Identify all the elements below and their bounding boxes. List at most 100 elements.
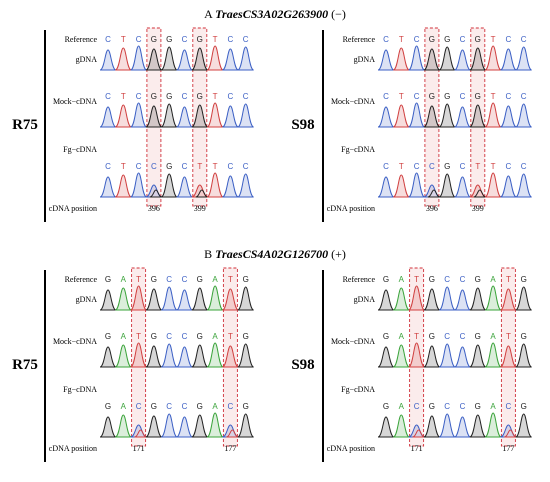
base-call: G bbox=[475, 402, 481, 411]
highlight-box bbox=[470, 27, 486, 207]
base-call: C bbox=[383, 162, 389, 171]
base-call: C bbox=[460, 402, 466, 411]
base-call: T bbox=[136, 332, 141, 341]
chromatogram-peak bbox=[222, 288, 239, 311]
base-call: C bbox=[136, 35, 142, 44]
base-call: T bbox=[414, 275, 419, 284]
base-call: A bbox=[399, 332, 405, 341]
chromatogram-peak bbox=[393, 174, 410, 198]
base-call: T bbox=[228, 275, 233, 284]
base-call: A bbox=[490, 332, 496, 341]
base-call: C bbox=[243, 162, 249, 171]
base-call: G bbox=[475, 332, 481, 341]
base-call: C bbox=[182, 92, 188, 101]
base-call: A bbox=[490, 402, 496, 411]
base-call: A bbox=[212, 332, 218, 341]
chromatogram-peak bbox=[515, 343, 532, 368]
chromatogram-peak bbox=[99, 416, 117, 438]
chromatogram-peak bbox=[115, 47, 132, 71]
base-call: C bbox=[105, 35, 111, 44]
base-call: C bbox=[182, 275, 188, 284]
chromatogram-peak bbox=[408, 102, 425, 128]
base-call: C bbox=[460, 35, 466, 44]
chromatogram-peak bbox=[423, 415, 441, 438]
highlight-box bbox=[500, 267, 516, 447]
chromatogram-peak bbox=[160, 413, 178, 438]
panel-letter: B bbox=[204, 247, 212, 261]
base-call: C bbox=[228, 35, 234, 44]
base-call: C bbox=[105, 92, 111, 101]
base-call: G bbox=[105, 332, 111, 341]
base-call: G bbox=[383, 332, 389, 341]
position-number: 171 bbox=[411, 444, 423, 453]
base-call: G bbox=[475, 35, 481, 44]
chromatogram-peak bbox=[206, 285, 224, 311]
base-call: A bbox=[399, 275, 405, 284]
base-call: C bbox=[228, 402, 234, 411]
base-call: G bbox=[429, 402, 435, 411]
base-call: C bbox=[105, 162, 111, 171]
chromatogram-peak bbox=[206, 102, 224, 128]
chromatogram-peak bbox=[438, 173, 456, 198]
base-call: G bbox=[521, 402, 527, 411]
secondary-peak bbox=[134, 429, 147, 438]
base-call: G bbox=[429, 332, 435, 341]
base-call: C bbox=[136, 402, 142, 411]
chromatogram-peak bbox=[423, 105, 441, 128]
chromatogram-peak bbox=[176, 289, 193, 311]
chromatogram-peak bbox=[176, 176, 193, 198]
base-call: C bbox=[182, 35, 188, 44]
base-call: T bbox=[121, 92, 126, 101]
track-label: gDNA bbox=[354, 295, 376, 304]
chromatogram-peak bbox=[191, 104, 209, 128]
base-call: T bbox=[491, 35, 496, 44]
highlight-box bbox=[146, 27, 162, 207]
chromatogram-peak bbox=[206, 172, 224, 198]
base-call: C bbox=[506, 35, 512, 44]
base-call: T bbox=[136, 275, 141, 284]
base-call: G bbox=[197, 35, 203, 44]
base-call: A bbox=[212, 275, 218, 284]
gene-sign: (+) bbox=[331, 247, 346, 261]
base-call: A bbox=[121, 402, 127, 411]
base-call: C bbox=[166, 275, 172, 284]
chromatogram-peak bbox=[484, 45, 502, 71]
base-call: C bbox=[521, 92, 527, 101]
base-call: C bbox=[460, 162, 466, 171]
chromatogram-peak bbox=[145, 415, 163, 438]
chromatogram-peak bbox=[438, 286, 456, 311]
chromatogram-peak bbox=[377, 346, 395, 368]
track-label: Fg−cDNA bbox=[341, 385, 375, 394]
chromatogram-peak bbox=[191, 287, 209, 311]
chromatogram-peak bbox=[408, 172, 425, 198]
chromatogram-peak bbox=[130, 172, 147, 198]
chromatogram-peak bbox=[454, 289, 471, 311]
chromatogram-peak bbox=[469, 47, 487, 71]
base-call: G bbox=[475, 275, 481, 284]
chromatogram-peak bbox=[500, 105, 517, 128]
chromatogram-peak bbox=[423, 345, 441, 368]
chromatogram-peak bbox=[222, 345, 239, 368]
chromatogram-peak bbox=[176, 416, 193, 438]
highlight-box bbox=[131, 267, 147, 447]
highlight-box bbox=[424, 27, 440, 207]
track-label: gDNA bbox=[354, 55, 376, 64]
chromatogram-peak bbox=[500, 48, 517, 71]
base-call: G bbox=[521, 275, 527, 284]
base-call: C bbox=[383, 92, 389, 101]
chromatogram-peak bbox=[515, 103, 532, 128]
chromatogram-peak bbox=[484, 342, 502, 368]
base-call: G bbox=[383, 275, 389, 284]
track-label: Reference bbox=[65, 275, 98, 284]
secondary-peak bbox=[473, 189, 486, 198]
chromatogram-peak bbox=[500, 175, 517, 198]
base-call: C bbox=[444, 275, 450, 284]
position-label: cDNA position bbox=[327, 444, 375, 453]
base-call: T bbox=[491, 162, 496, 171]
sample-name: R75 bbox=[12, 117, 38, 133]
chromatogram-peak bbox=[484, 172, 502, 198]
chromatogram-peak bbox=[237, 46, 254, 71]
